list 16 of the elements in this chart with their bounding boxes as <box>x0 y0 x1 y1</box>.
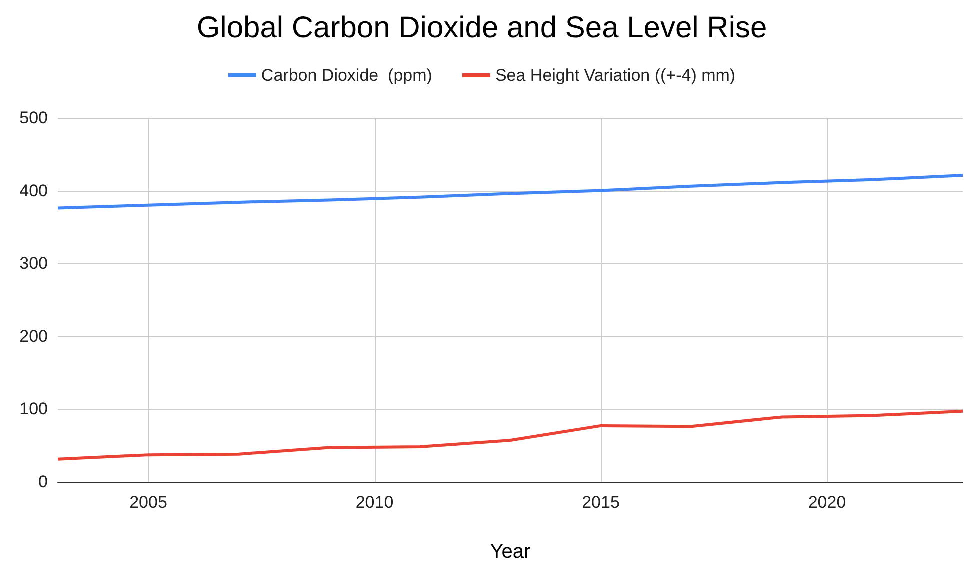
line-series <box>56 410 964 461</box>
chart-title: Global Carbon Dioxide and Sea Level Rise <box>196 12 768 44</box>
y-tick-label: 0 <box>38 472 48 492</box>
y-tick-label: 100 <box>20 400 48 419</box>
x-tick-label: 2020 <box>808 493 846 512</box>
y-tick-label: 500 <box>20 108 48 128</box>
legend-label: Sea Height Variation ((+-4) mm) <box>495 66 736 85</box>
x-axis-title: Year <box>490 541 532 563</box>
x-tick-label: 2010 <box>356 493 394 512</box>
line-series <box>56 174 964 210</box>
y-tick-label: 200 <box>20 326 48 346</box>
y-tick-label: 400 <box>20 181 48 200</box>
y-tick-label: 300 <box>20 254 48 274</box>
x-tick-label: 2015 <box>582 493 620 512</box>
legend-label: Carbon Dioxide (ppm) <box>261 66 432 85</box>
x-tick-label: 2005 <box>130 493 168 512</box>
